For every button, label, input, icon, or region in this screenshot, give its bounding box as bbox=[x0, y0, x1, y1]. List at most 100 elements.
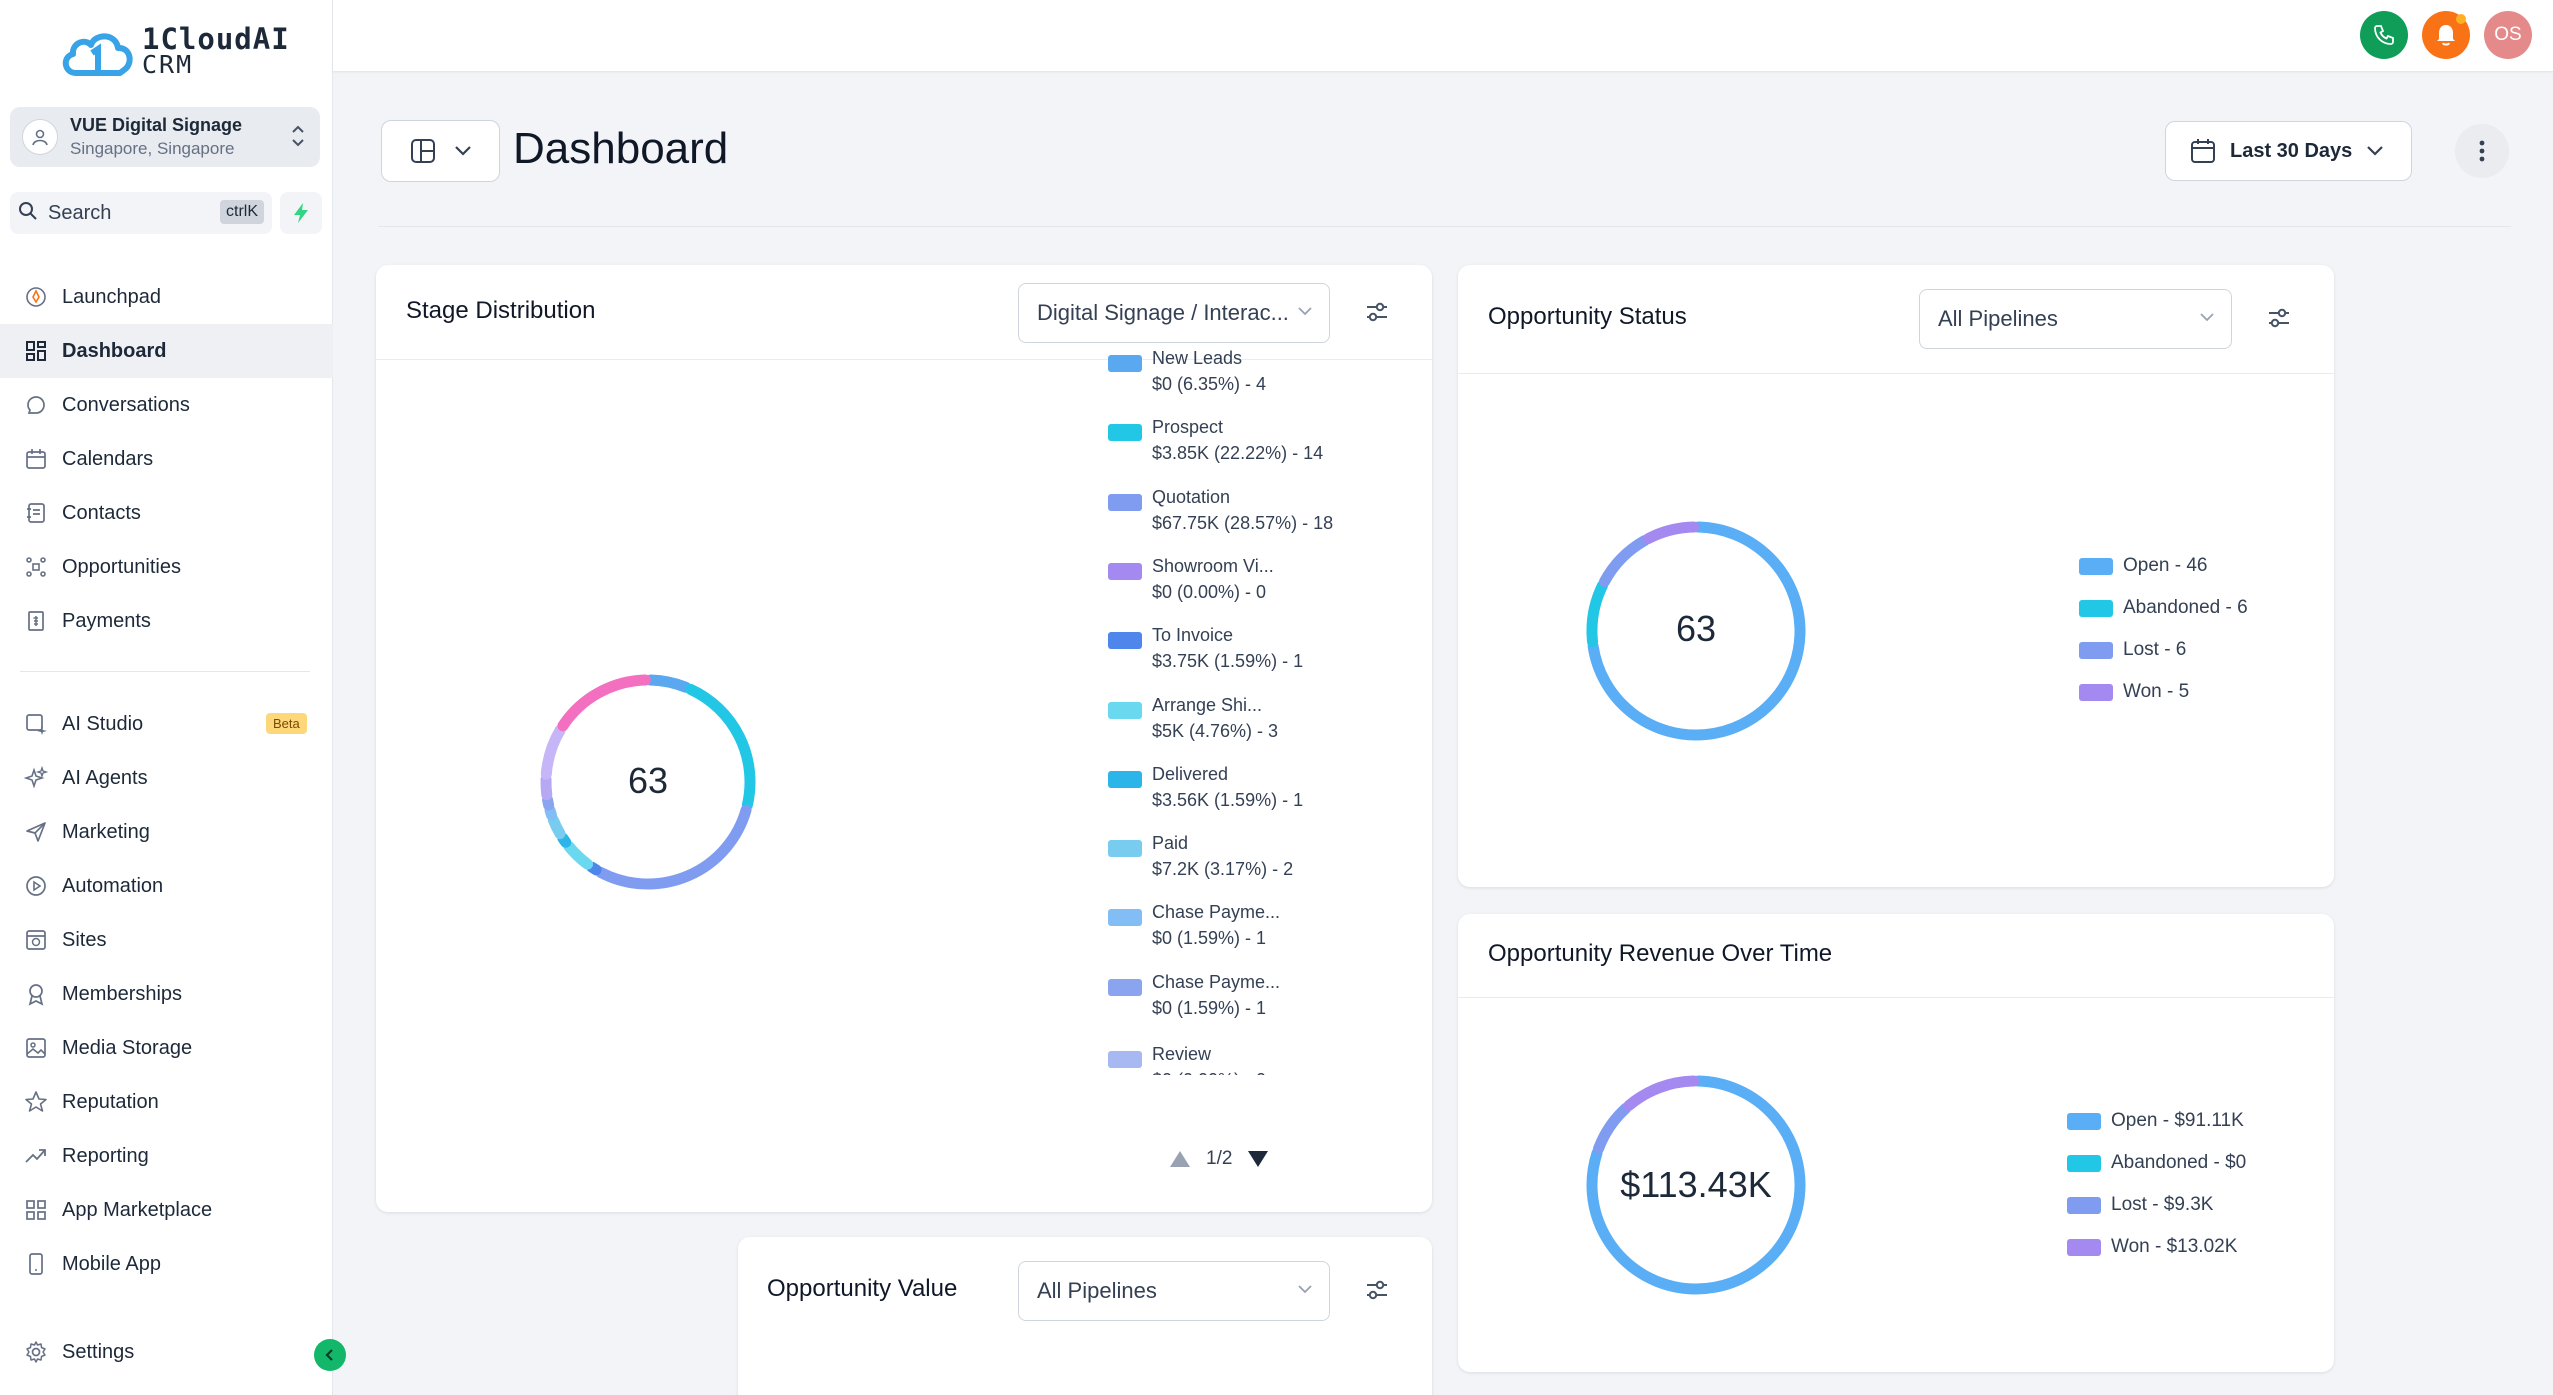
legend-item[interactable]: Won - 5 bbox=[2079, 681, 2189, 703]
legend-item[interactable]: Won - $13.02K bbox=[2067, 1236, 2237, 1258]
donut-segment[interactable] bbox=[540, 724, 566, 780]
date-range-button[interactable]: Last 30 Days bbox=[2165, 121, 2412, 181]
filter-settings-icon[interactable] bbox=[1364, 299, 1390, 325]
pipeline-select[interactable]: All Pipelines bbox=[1919, 289, 2232, 349]
legend-stage-name: Delivered bbox=[1152, 763, 1229, 784]
legend-stage-name: Arrange Shi... bbox=[1152, 694, 1263, 715]
donut-segment[interactable] bbox=[645, 674, 692, 693]
sidebar-item-marketing[interactable]: Marketing bbox=[0, 805, 333, 859]
donut-segment[interactable] bbox=[1587, 521, 1806, 741]
sidebar-item-sites[interactable]: Sites bbox=[0, 913, 333, 967]
legend-item[interactable]: Paid $7.2K (3.17%) - 2 bbox=[1108, 830, 1293, 882]
sidebar-item-mobile-app[interactable]: Mobile App bbox=[0, 1237, 333, 1291]
legend-item[interactable]: Lost - 6 bbox=[2079, 639, 2186, 661]
collapse-sidebar-button[interactable] bbox=[314, 1339, 346, 1371]
sidebar-item-dashboard[interactable]: Dashboard bbox=[0, 324, 333, 378]
sidebar-item-calendars[interactable]: Calendars bbox=[0, 432, 333, 486]
donut-segment[interactable] bbox=[544, 804, 557, 821]
donut-segment[interactable] bbox=[685, 683, 756, 811]
sidebar-item-launchpad[interactable]: Launchpad bbox=[0, 270, 333, 324]
donut-segment[interactable] bbox=[595, 804, 752, 890]
nav-divider bbox=[20, 671, 310, 672]
sidebar-item-label: Conversations bbox=[62, 393, 190, 416]
sidebar-item-app-marketplace[interactable]: App Marketplace bbox=[0, 1183, 333, 1237]
page-down-icon[interactable] bbox=[1246, 1149, 1270, 1169]
chevron-down-icon bbox=[2200, 313, 2214, 322]
search-shortcut: ctrlK bbox=[220, 200, 264, 224]
legend-item[interactable]: Open - $91.11K bbox=[2067, 1110, 2244, 1132]
legend-item[interactable]: To Invoice $3.75K (1.59%) - 1 bbox=[1108, 622, 1303, 674]
user-avatar[interactable]: OS bbox=[2484, 11, 2532, 59]
sidebar-item-memberships[interactable]: Memberships bbox=[0, 967, 333, 1021]
image-icon bbox=[22, 1034, 50, 1062]
sidebar-item-reporting[interactable]: Reporting bbox=[0, 1129, 333, 1183]
notifications-button[interactable] bbox=[2422, 11, 2470, 59]
sidebar-item-ai-agents[interactable]: AI Agents bbox=[0, 751, 333, 805]
sidebar-item-label: Automation bbox=[62, 874, 164, 897]
mobile-icon bbox=[22, 1250, 50, 1278]
brand-suffix: CRM bbox=[142, 50, 194, 79]
phone-button[interactable] bbox=[2360, 11, 2408, 59]
legend-item[interactable]: Lost - $9.3K bbox=[2067, 1194, 2213, 1216]
legend-stage-name: Quotation bbox=[1152, 486, 1231, 507]
donut-segment[interactable] bbox=[586, 861, 602, 876]
sidebar-item-payments[interactable]: Payments bbox=[0, 594, 333, 648]
page-up-icon[interactable] bbox=[1168, 1149, 1192, 1169]
search-input[interactable]: Search ctrlK bbox=[10, 192, 272, 234]
legend-item[interactable]: Chase Payme... $0 (1.59%) - 1 bbox=[1108, 969, 1280, 1021]
sidebar-item-opportunities[interactable]: Opportunities bbox=[0, 540, 333, 594]
donut-segment[interactable] bbox=[1586, 1075, 1806, 1295]
star-icon bbox=[22, 1088, 50, 1116]
donut-segment[interactable] bbox=[557, 674, 651, 732]
legend-item[interactable]: Abandoned - $0 bbox=[2067, 1152, 2246, 1174]
filter-settings-icon[interactable] bbox=[2266, 305, 2292, 331]
layout-switcher-button[interactable] bbox=[381, 120, 500, 182]
donut-segment[interactable] bbox=[1593, 1102, 1632, 1155]
legend-item[interactable]: Chase Payme... $0 (1.59%) - 1 bbox=[1108, 899, 1280, 951]
gear-icon bbox=[22, 1338, 50, 1366]
pipeline-select[interactable]: All Pipelines bbox=[1018, 1261, 1330, 1321]
opportunity-status-card: Opportunity Status All Pipelines 63 Open… bbox=[1458, 265, 2334, 887]
sites-icon bbox=[22, 926, 50, 954]
legend-item[interactable]: Quotation $67.75K (28.57%) - 18 bbox=[1108, 484, 1333, 536]
donut-segment[interactable] bbox=[563, 841, 594, 870]
more-options-button[interactable] bbox=[2455, 124, 2509, 178]
legend-item[interactable]: Arrange Shi... $5K (4.76%) - 3 bbox=[1108, 692, 1278, 744]
sidebar-item-ai-studio[interactable]: AI Studio Beta bbox=[0, 697, 333, 751]
filter-settings-icon[interactable] bbox=[1364, 1277, 1390, 1303]
sidebar-item-reputation[interactable]: Reputation bbox=[0, 1075, 333, 1129]
sidebar-item-automation[interactable]: Automation bbox=[0, 859, 333, 913]
legend-swatch bbox=[1108, 840, 1142, 858]
legend-item[interactable]: Showroom Vi... $0 (0.00%) - 0 bbox=[1108, 553, 1274, 605]
legend-swatch bbox=[2067, 1196, 2101, 1214]
sidebar-item-media-storage[interactable]: Media Storage bbox=[0, 1021, 333, 1075]
legend-stage-name: Prospect bbox=[1152, 417, 1224, 438]
legend-item[interactable]: Review $0 (0.00%) - 0 bbox=[1108, 1041, 1266, 1075]
donut-segment[interactable] bbox=[1623, 1075, 1700, 1111]
sidebar-item-label: Mobile App bbox=[62, 1252, 161, 1275]
legend-item[interactable]: Abandoned - 6 bbox=[2079, 597, 2248, 619]
donut-segment[interactable] bbox=[1599, 535, 1650, 588]
sidebar: 1CloudAI CRM VUE Digital Signage Singapo… bbox=[0, 0, 346, 1395]
legend-item[interactable]: New Leads $0 (6.35%) - 4 bbox=[1108, 345, 1266, 397]
sidebar-item-contacts[interactable]: Contacts bbox=[0, 486, 333, 540]
sidebar-item-label: Opportunities bbox=[62, 555, 181, 578]
donut-segment[interactable] bbox=[1642, 521, 1700, 545]
revenue-donut-chart bbox=[1586, 1075, 1806, 1295]
account-switcher[interactable]: VUE Digital Signage Singapore, Singapore bbox=[10, 107, 320, 167]
legend-stage-name: Paid bbox=[1152, 833, 1189, 854]
legend-stage-name: Showroom Vi... bbox=[1152, 555, 1274, 576]
sidebar-item-conversations[interactable]: Conversations bbox=[0, 378, 333, 432]
pipeline-select-value: All Pipelines bbox=[1938, 306, 2058, 331]
legend-item[interactable]: Open - 46 bbox=[2079, 555, 2208, 577]
legend-item[interactable]: Delivered $3.56K (1.59%) - 1 bbox=[1108, 761, 1303, 813]
donut-segment[interactable] bbox=[1586, 580, 1608, 648]
pipeline-select[interactable]: Digital Signage / Interac... bbox=[1018, 283, 1330, 343]
donut-segment[interactable] bbox=[557, 832, 572, 848]
brand-logo[interactable]: 1CloudAI CRM bbox=[58, 22, 298, 82]
quick-actions-button[interactable] bbox=[280, 192, 322, 234]
legend-item[interactable]: Prospect $3.85K (22.22%) - 14 bbox=[1108, 414, 1323, 466]
donut-segment[interactable] bbox=[547, 814, 566, 840]
legend-swatch bbox=[1108, 562, 1142, 580]
sidebar-item-settings[interactable]: Settings bbox=[0, 1325, 333, 1379]
